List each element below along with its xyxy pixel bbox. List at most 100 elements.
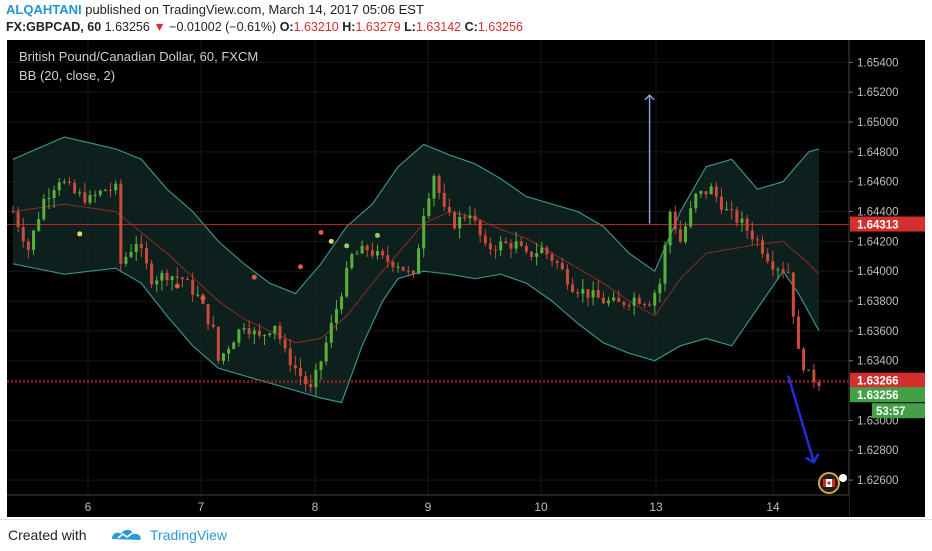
candle-body xyxy=(232,342,236,350)
annotation-arrows xyxy=(650,95,814,462)
low-label: L: xyxy=(404,20,416,34)
signal-dot xyxy=(328,238,334,244)
candle-body xyxy=(273,325,277,334)
down-arrow-annotation[interactable] xyxy=(786,375,814,463)
signal-dot xyxy=(77,231,83,237)
author-name[interactable]: ALQAHTANI xyxy=(6,2,82,17)
y-tick-label: 1.65000 xyxy=(857,117,899,129)
candle-body xyxy=(52,190,56,199)
y-tick-label: 1.62600 xyxy=(857,475,899,487)
countdown-label: 53:57 xyxy=(876,406,905,418)
open-value: 1.63210 xyxy=(293,20,339,34)
candle-body xyxy=(293,365,297,369)
candle-body xyxy=(350,254,354,268)
candle-body xyxy=(509,243,513,249)
candle-body xyxy=(714,186,718,197)
signal-dot xyxy=(297,264,303,270)
open-label: O: xyxy=(279,20,294,34)
candle-body xyxy=(689,208,693,227)
price-lines xyxy=(7,224,849,383)
candle-body xyxy=(139,244,143,249)
candle-body xyxy=(612,297,616,301)
candle-body xyxy=(252,330,256,335)
price-label: 1.64313 xyxy=(857,220,899,232)
candle-body xyxy=(26,241,30,250)
candle-body xyxy=(468,215,472,219)
candle-body xyxy=(581,289,585,294)
candle-body xyxy=(494,249,498,251)
candle-body xyxy=(314,369,318,388)
candle-body xyxy=(458,216,462,229)
candle-body xyxy=(62,181,66,183)
candle-body xyxy=(417,248,421,274)
candle-body xyxy=(812,369,816,382)
candle-body xyxy=(807,369,811,371)
signal-markers xyxy=(77,229,380,301)
symbol: FX:GBPCAD, 60 xyxy=(6,20,102,34)
candle-body xyxy=(304,376,308,385)
tradingview-brand[interactable]: TradingView xyxy=(150,527,228,543)
candle-body xyxy=(586,289,590,298)
candle-body xyxy=(725,209,729,211)
price-chart[interactable]: 1.65400 1.65200 1.65000 1.64800 1.64600 1.644… xyxy=(7,40,925,517)
candle-body xyxy=(740,218,744,223)
x-tick-label: 14 xyxy=(766,500,780,514)
candle-body xyxy=(550,254,554,262)
bb-band-fill xyxy=(13,137,819,403)
signal-dot xyxy=(318,229,324,235)
candle-body xyxy=(340,296,344,310)
candle-body xyxy=(540,247,544,254)
y-axis-background xyxy=(849,40,925,517)
candle-body xyxy=(530,251,534,257)
candle-body xyxy=(150,263,154,285)
candle-body xyxy=(103,189,107,191)
signal-dot xyxy=(344,243,350,249)
down-triangle-icon: ▼ xyxy=(153,20,166,34)
candle-body xyxy=(288,348,292,366)
candle-body xyxy=(755,239,759,241)
candle-body xyxy=(211,324,215,327)
canada-flag-icon[interactable] xyxy=(818,472,847,494)
high-label: H: xyxy=(342,20,356,34)
candle-body xyxy=(257,330,261,336)
candle-body xyxy=(786,271,790,273)
x-tick-label: 6 xyxy=(85,500,92,514)
candle-body xyxy=(406,270,410,272)
x-tick-label: 13 xyxy=(649,500,663,514)
candle-body xyxy=(78,192,82,194)
y-tick-label: 1.63800 xyxy=(857,296,899,308)
chart-area[interactable]: 1.65400 1.65200 1.65000 1.64800 1.64600 1.644… xyxy=(7,40,925,517)
candle-body xyxy=(560,262,564,270)
x-tick-label: 7 xyxy=(198,500,205,514)
candle-body xyxy=(519,241,523,247)
candle-body xyxy=(73,182,77,194)
candle-body xyxy=(427,198,431,217)
candle-body xyxy=(283,339,287,349)
candle-body xyxy=(386,255,390,262)
candle-body xyxy=(607,300,611,304)
candle-body xyxy=(355,253,359,255)
y-axis: 1.65400 1.65200 1.65000 1.64800 1.64600 1.644… xyxy=(848,40,925,517)
candle-body xyxy=(88,195,92,203)
candle-body xyxy=(694,193,698,209)
published-text: published on TradingView.com, March 14, … xyxy=(85,2,424,17)
y-tick-label: 1.64600 xyxy=(857,177,899,189)
indicator-label[interactable]: BB (20, close, 2) xyxy=(19,68,115,83)
y-tick-label: 1.63600 xyxy=(857,326,899,338)
candle-body xyxy=(47,198,51,200)
candle-body xyxy=(488,243,492,250)
candle-body xyxy=(596,290,600,298)
candle-body xyxy=(263,335,267,337)
candle-body xyxy=(735,209,739,223)
tradingview-logo-icon[interactable] xyxy=(110,525,144,545)
candle-body xyxy=(524,246,528,252)
candle-body xyxy=(365,245,369,251)
close-value: 1.63256 xyxy=(477,20,523,34)
candle-body xyxy=(796,316,800,349)
candle-body xyxy=(673,211,677,230)
candle-body xyxy=(334,309,338,323)
signal-dot xyxy=(251,274,257,280)
candle-body xyxy=(329,322,333,343)
candle-body xyxy=(750,230,754,240)
candle-body xyxy=(11,211,15,213)
